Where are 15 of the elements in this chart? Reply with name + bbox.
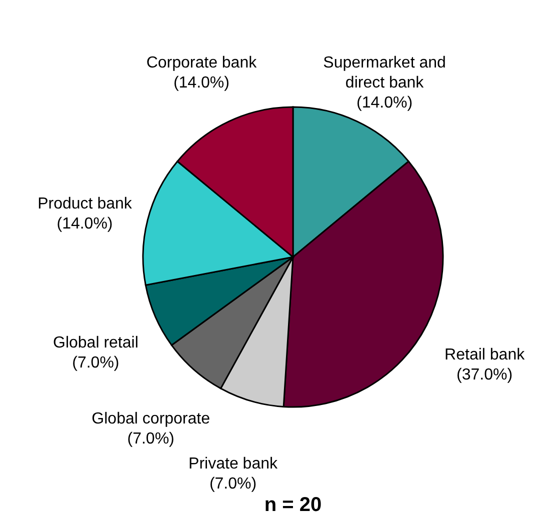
slice-label: Product bank <box>38 196 133 213</box>
data-label: (37.0%) <box>456 366 513 384</box>
text: n = 20 <box>264 494 322 516</box>
data-label: (14.0%) <box>356 94 413 112</box>
slice-label: Retail bank <box>444 346 526 364</box>
slice-label: Corporate bank <box>146 54 258 72</box>
slice-label: Global corporate <box>92 410 210 428</box>
data-label: (14.0%) <box>173 74 230 92</box>
data-label: (7.0%) <box>209 475 257 492</box>
data-label: (7.0%) <box>127 430 174 448</box>
slice-label: Global retail <box>52 334 138 352</box>
slice-label: Private bank <box>188 455 278 472</box>
slice-label: Supermarket and direct bank <box>323 54 446 92</box>
data-label: (7.0%) <box>72 354 120 372</box>
data-label: (14.0%) <box>56 216 113 233</box>
